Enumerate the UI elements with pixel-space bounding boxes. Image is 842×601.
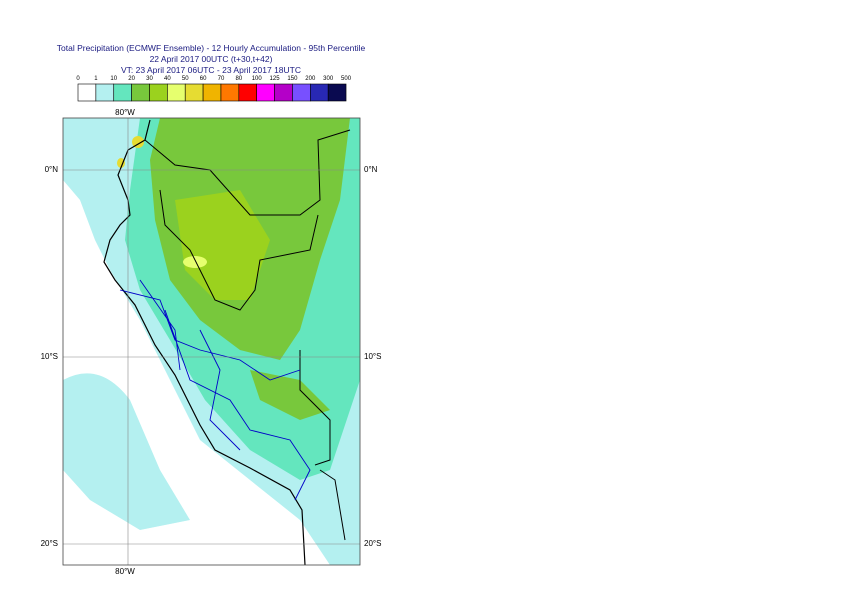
legend-label: 60: [200, 76, 207, 82]
rain-heavy-south: [250, 370, 330, 420]
lat-label: 10°S: [364, 352, 381, 361]
rain-peak: [117, 158, 125, 168]
lon-label: 80°W: [115, 567, 135, 576]
legend-label: 10: [110, 76, 117, 82]
rain-peak: [183, 256, 207, 268]
legend-label: 30: [146, 76, 153, 82]
legend-label: 50: [182, 76, 189, 82]
legend-label: 125: [270, 76, 281, 82]
lat-label: 10°S: [41, 352, 58, 361]
legend-label: 0: [76, 76, 80, 82]
legend-label: 40: [164, 76, 171, 82]
legend-label: 70: [218, 76, 225, 82]
legend-swatch: [149, 83, 168, 102]
legend-label: 150: [287, 76, 298, 82]
legend-label: 20: [128, 76, 135, 82]
legend-swatch: [220, 83, 240, 102]
legend-swatch: [202, 83, 222, 102]
legend-label: 500: [341, 76, 352, 82]
title: Total Precipitation (ECMWF Ensemble) - 1…: [57, 43, 366, 53]
legend-swatch: [256, 83, 275, 102]
legend-swatch: [238, 83, 258, 102]
legend-swatch: [113, 83, 132, 102]
legend-label: 200: [305, 76, 316, 82]
legend-swatch: [292, 83, 311, 102]
lat-label: 0°N: [364, 165, 378, 174]
legend-label: 1: [94, 76, 98, 82]
borders: [144, 129, 351, 541]
valid-time: VT: 23 April 2017 06UTC - 23 April 2017 …: [121, 65, 301, 75]
rain-heavier: [175, 190, 270, 300]
regions: [119, 279, 311, 501]
legend-swatch: [184, 83, 204, 102]
legend-label: 100: [252, 76, 263, 82]
legend-label: 80: [235, 76, 242, 82]
map-frame: [62, 117, 361, 566]
rain-light-sea: [63, 373, 190, 530]
legend-swatch: [167, 83, 186, 102]
legend-swatch: [95, 83, 115, 102]
legend-swatch: [274, 83, 293, 102]
lat-label: 20°S: [364, 539, 381, 548]
legend-swatch: [77, 83, 97, 102]
lon-label: 80°W: [115, 108, 135, 117]
legend-label: 300: [323, 76, 334, 82]
legend-swatch: [131, 83, 150, 102]
legend-swatch: [310, 83, 329, 102]
base-time: 22 April 2017 00UTC (t+30,t+42): [150, 54, 273, 64]
map: 80°W 80°W 0°N 0°N 10°S 10°S 20°S 20°S: [41, 108, 382, 576]
legend: 0 1 10 20 30 40 50 60 70 80 100 125 150 200 300 500: [76, 76, 352, 102]
lat-label: 0°N: [45, 165, 59, 174]
legend-swatch: [327, 83, 347, 102]
lat-label: 20°S: [41, 539, 58, 548]
rain-peak: [132, 136, 144, 148]
coastline: [103, 119, 306, 565]
